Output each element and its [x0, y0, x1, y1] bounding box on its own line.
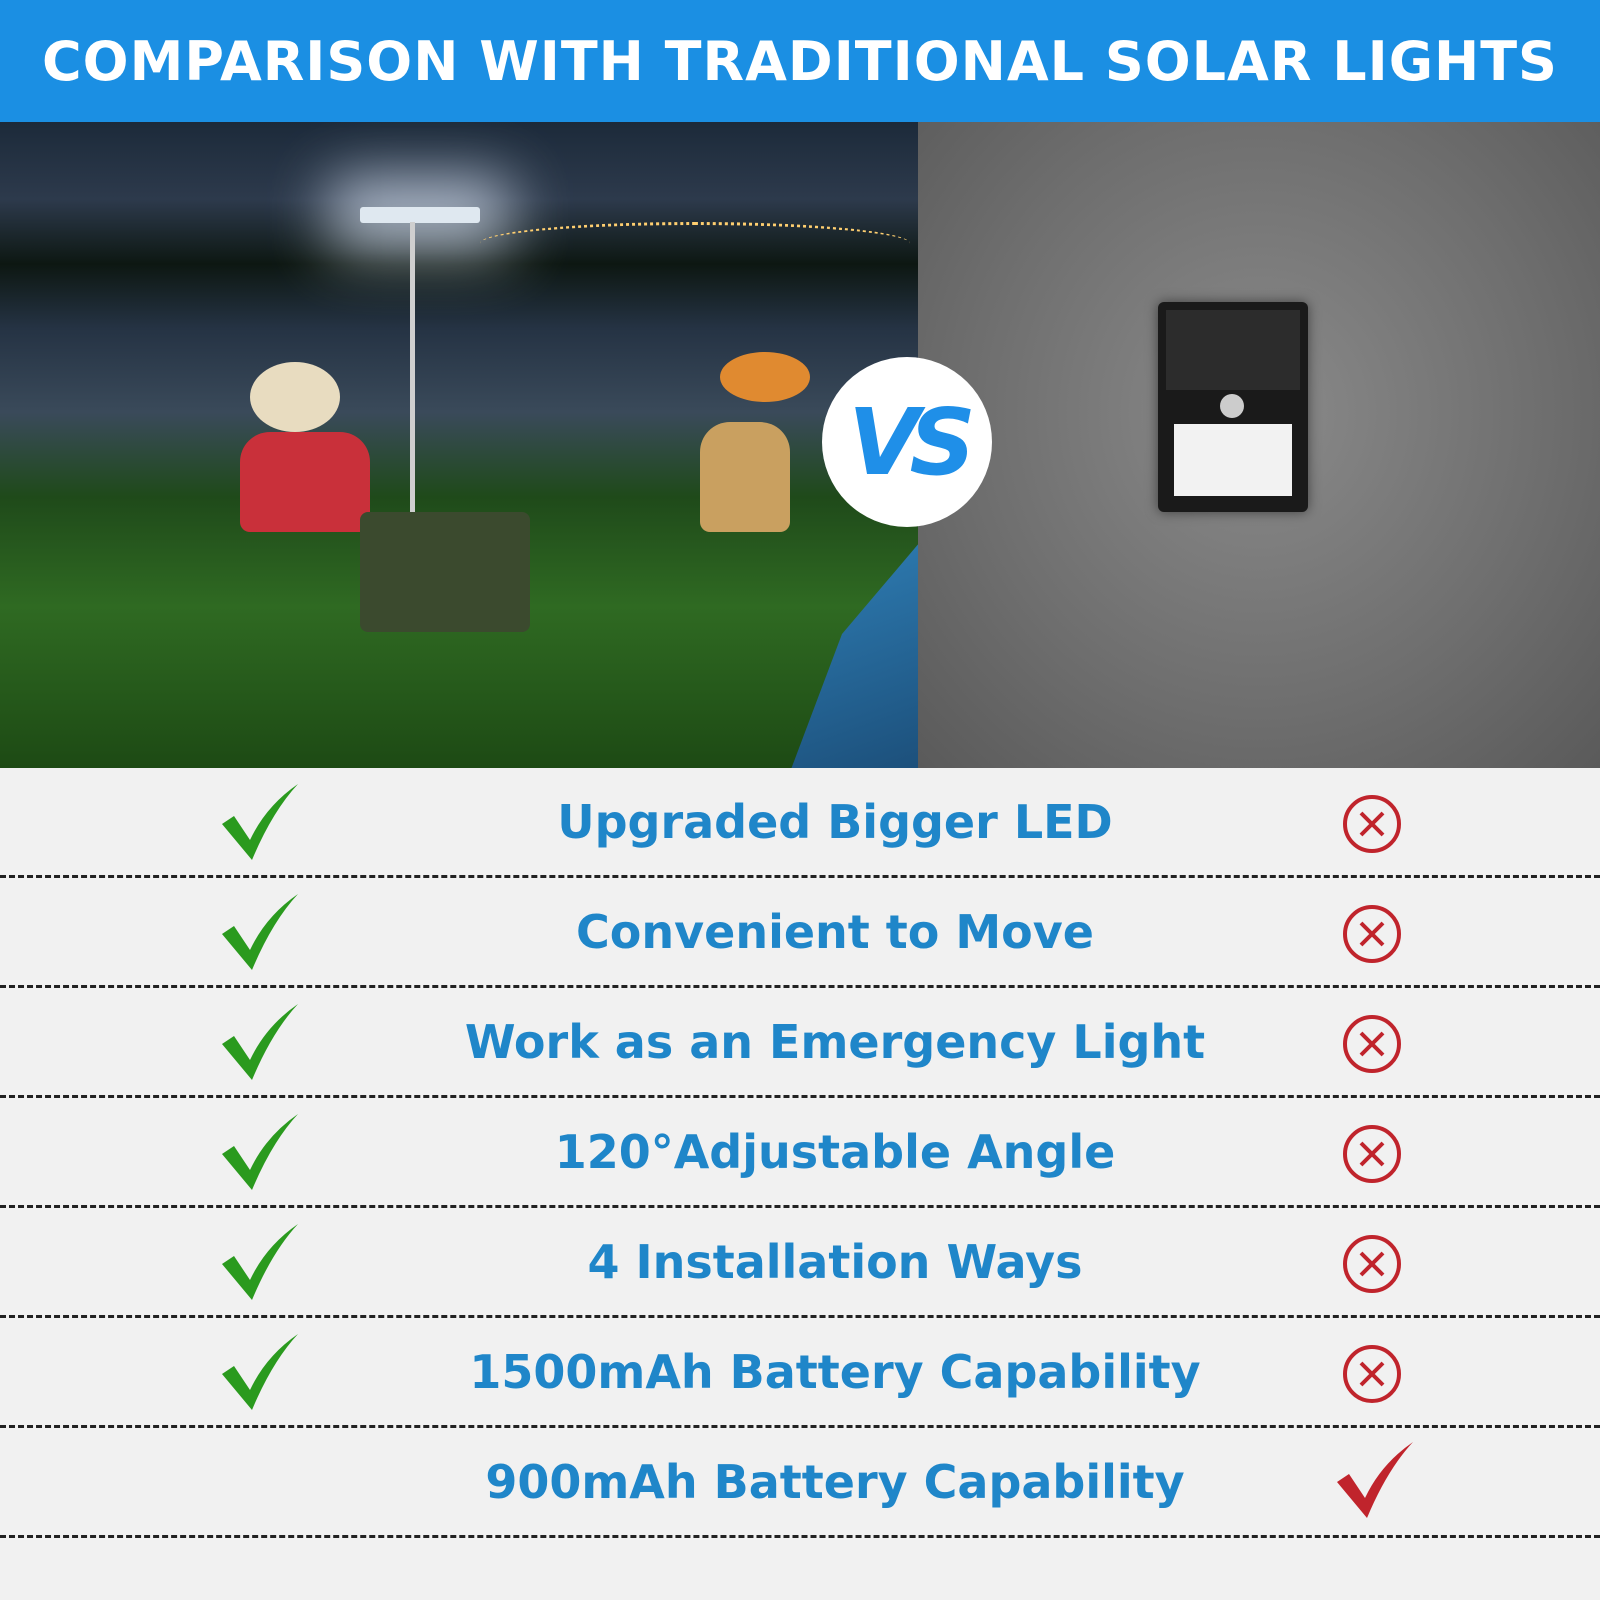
cross-circle-icon — [1340, 1012, 1404, 1076]
check-icon — [220, 1332, 300, 1412]
check-icon — [220, 1222, 300, 1302]
storage-box — [360, 512, 530, 632]
comparison-table: Upgraded Bigger LED Convenient to Move Wor… — [0, 768, 1600, 1538]
page-title: COMPARISON WITH TRADITIONAL SOLAR LIGHTS — [42, 29, 1558, 93]
comparison-row: Convenient to Move — [0, 878, 1600, 988]
traditional-solar-light — [1158, 302, 1308, 512]
check-icon — [220, 1002, 300, 1082]
lamp-pole — [410, 222, 415, 512]
camping-scene-image — [0, 122, 918, 768]
cross-circle-icon — [1340, 902, 1404, 966]
check-icon — [220, 1112, 300, 1192]
traditional-light-image — [918, 122, 1600, 768]
cross-circle-icon — [1340, 1122, 1404, 1186]
feature-label: 120°Adjustable Angle — [554, 1124, 1116, 1179]
feature-label: 4 Installation Ways — [587, 1234, 1083, 1289]
comparison-row: 900mAh Battery Capability — [0, 1428, 1600, 1538]
comparison-row: 120°Adjustable Angle — [0, 1098, 1600, 1208]
check-icon — [220, 892, 300, 972]
feature-label: Upgraded Bigger LED — [557, 794, 1113, 849]
person-seated — [230, 362, 380, 532]
person-seated-2 — [690, 342, 810, 532]
header-banner: COMPARISON WITH TRADITIONAL SOLAR LIGHTS — [0, 0, 1600, 122]
feature-label: 1500mAh Battery Capability — [469, 1344, 1201, 1399]
comparison-row: 1500mAh Battery Capability — [0, 1318, 1600, 1428]
feature-label: 900mAh Battery Capability — [485, 1454, 1185, 1509]
check-icon — [220, 782, 300, 862]
cross-circle-icon — [1340, 792, 1404, 856]
vs-badge: VS — [822, 357, 992, 527]
cross-circle-icon — [1340, 1232, 1404, 1296]
feature-label: Convenient to Move — [576, 904, 1094, 959]
string-lights — [480, 222, 910, 265]
cross-circle-icon — [1340, 1342, 1404, 1406]
red-check-icon — [1335, 1440, 1415, 1520]
tent — [790, 542, 918, 768]
comparison-row: 4 Installation Ways — [0, 1208, 1600, 1318]
comparison-row: Upgraded Bigger LED — [0, 768, 1600, 878]
feature-label: Work as an Emergency Light — [464, 1014, 1206, 1069]
led-lamp — [360, 207, 480, 223]
comparison-row: Work as an Emergency Light — [0, 988, 1600, 1098]
